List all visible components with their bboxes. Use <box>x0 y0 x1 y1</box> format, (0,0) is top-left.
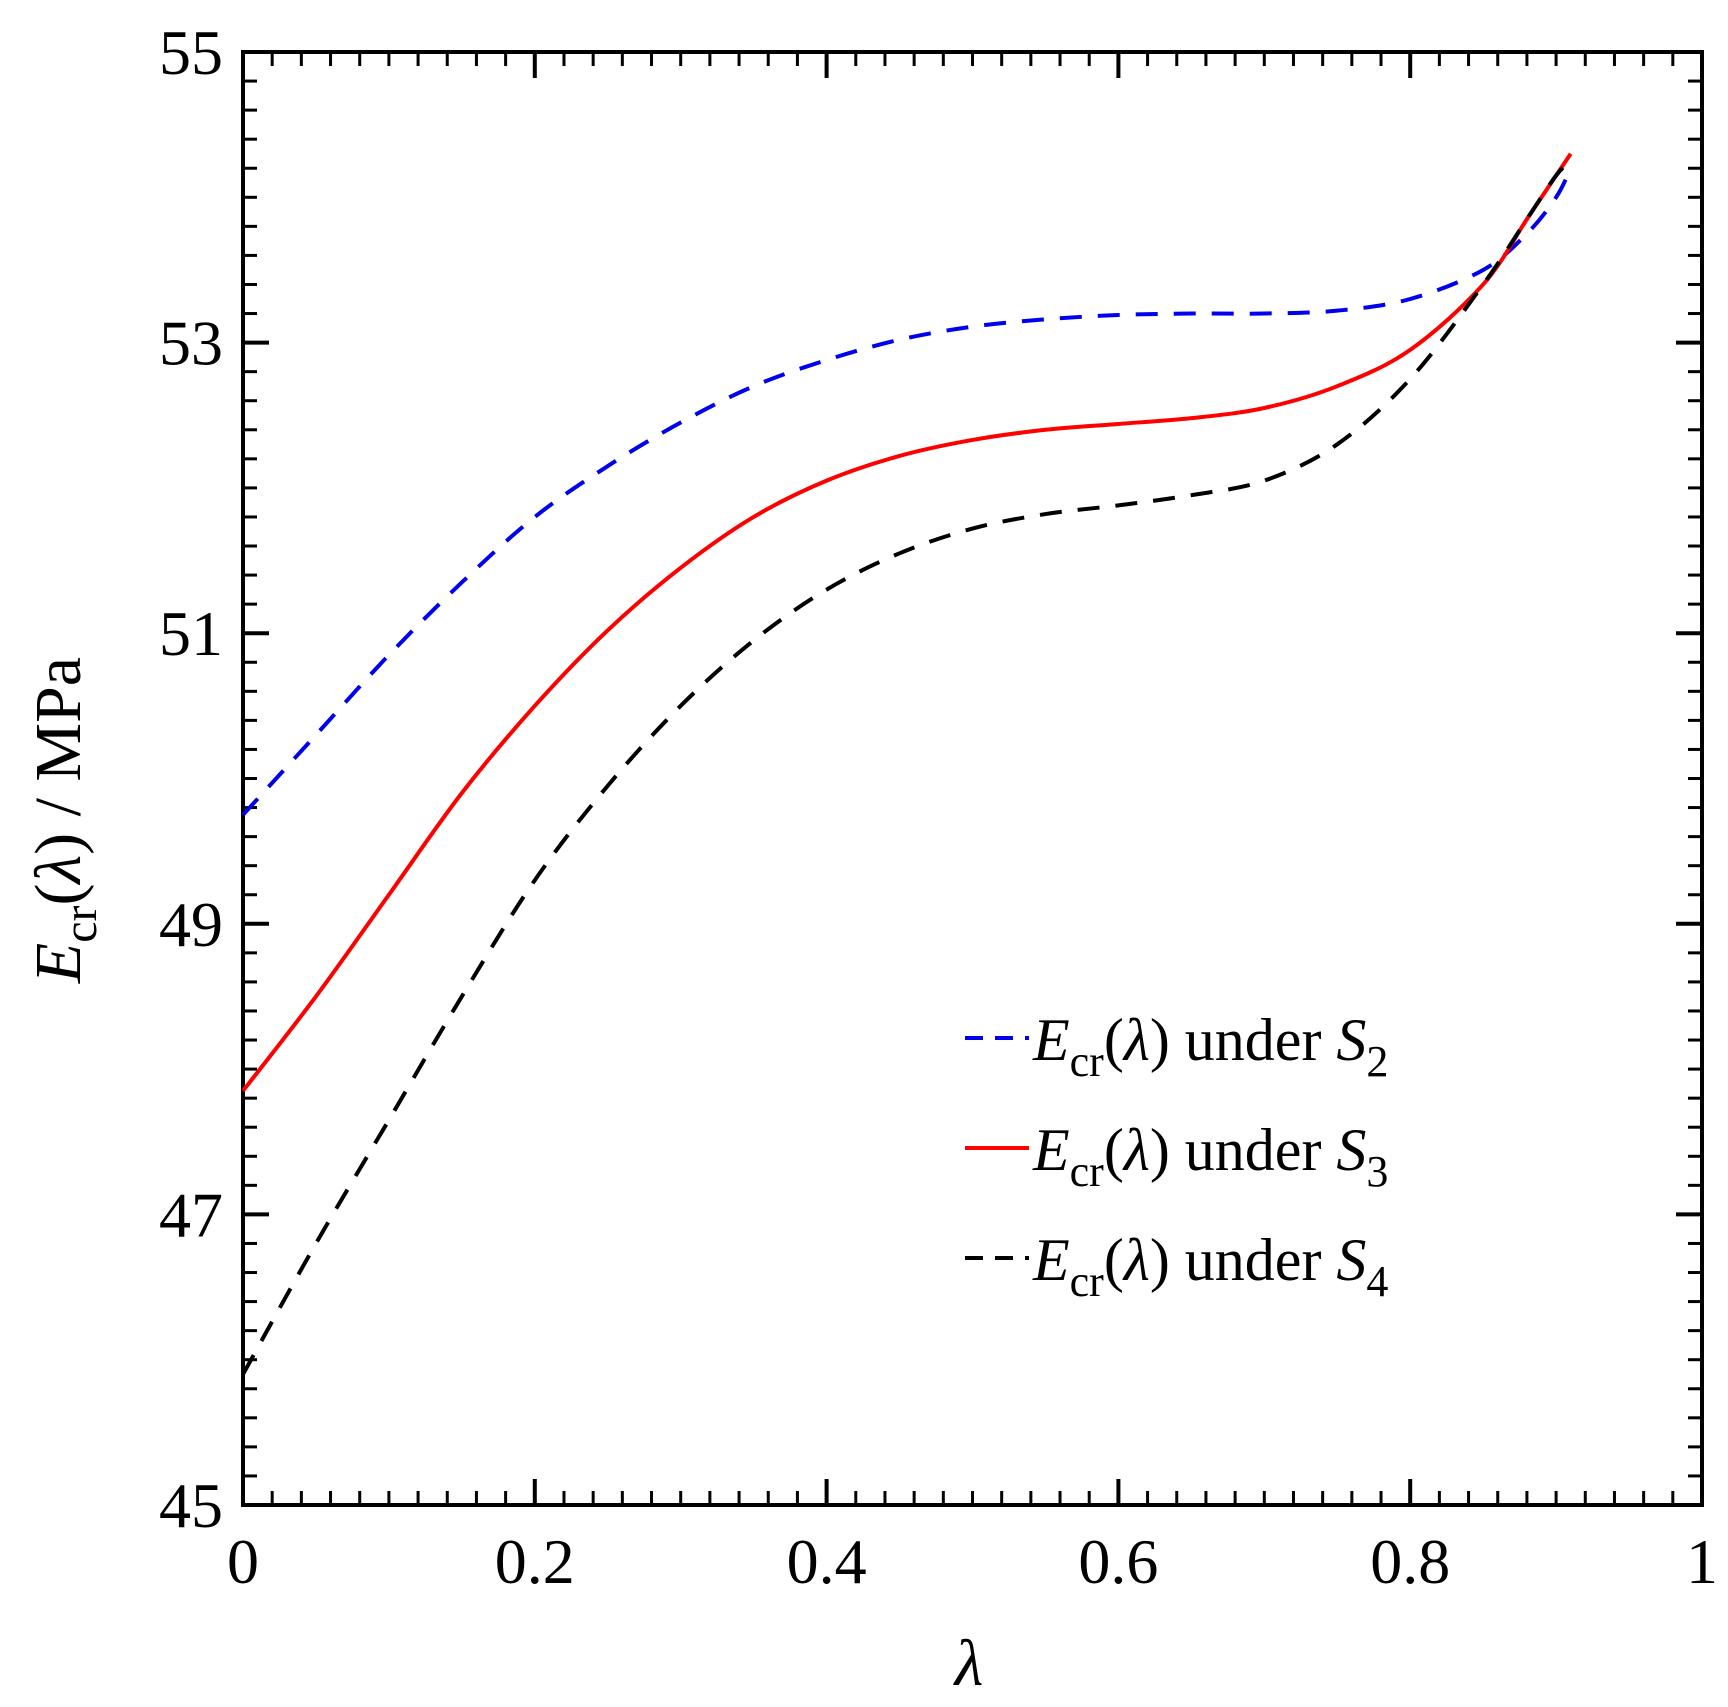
x-axis-label: λ <box>953 1627 984 1700</box>
series-line-1 <box>241 167 1573 817</box>
y-tick-label: 55 <box>159 17 223 88</box>
y-tick-label: 47 <box>159 1179 223 1250</box>
y-label-sub: cr <box>54 905 107 942</box>
legend-label-2: Ecr(λ) under S3 <box>1032 1117 1388 1196</box>
y-label-main: E <box>22 943 95 984</box>
axis-labels: λ Ecr(λ) / MPa <box>22 657 983 1700</box>
y-tick-label: 51 <box>159 598 223 669</box>
legend-label-3: Ecr(λ) under S4 <box>1032 1227 1388 1306</box>
y-axis-label: Ecr(λ) / MPa <box>22 657 107 984</box>
x-tick-label: 0.2 <box>495 1526 575 1597</box>
x-tick-label: 1 <box>1686 1526 1718 1597</box>
series-line-2 <box>241 152 1573 1093</box>
x-tick-label: 0.8 <box>1370 1526 1450 1597</box>
axes-layer: 0 0.2 0.4 0.6 0.8 1 45 47 49 51 53 55 <box>159 17 1718 1597</box>
legend: Ecr(λ) under S2 Ecr(λ) under S3 Ecr(λ) und… <box>965 1007 1388 1306</box>
y-tick-label: 45 <box>159 1470 223 1541</box>
y-label-open: ( <box>22 884 95 906</box>
legend-label-1: Ecr(λ) under S2 <box>1032 1007 1388 1086</box>
y-label-var: λ <box>22 855 95 886</box>
y-label-close: ) <box>22 833 95 855</box>
y-tick-label: 53 <box>159 308 223 379</box>
series-line-3 <box>241 159 1573 1376</box>
y-tick-label: 49 <box>159 889 223 960</box>
x-tick-label: 0 <box>227 1526 259 1597</box>
series-layer <box>241 152 1573 1376</box>
x-tick-label: 0.6 <box>1078 1526 1158 1597</box>
y-label-unit: / MPa <box>22 657 95 833</box>
x-tick-label: 0.4 <box>787 1526 867 1597</box>
